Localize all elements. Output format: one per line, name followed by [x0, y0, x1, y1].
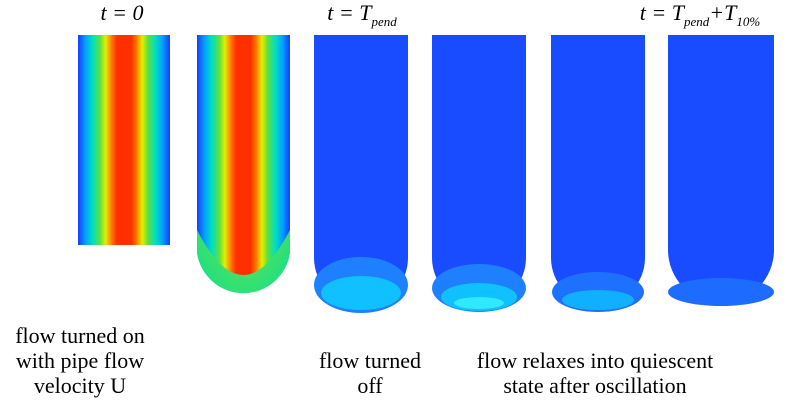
time-label: t = Tpend [327, 0, 397, 29]
caption-line: flow turned [319, 348, 421, 373]
panel-2 [197, 35, 290, 294]
caption-line: flow relaxes into quiescent [477, 348, 713, 373]
caption-line: flow turned on [15, 323, 145, 348]
label-text: +T [709, 0, 738, 25]
time-label: t = 0 [101, 0, 144, 25]
label-text: t = 0 [101, 0, 144, 25]
caption: flow relaxes into quiescent state after o… [477, 348, 713, 398]
label-text: t = T [327, 0, 373, 25]
time-label: t = Tpend+T10% [640, 0, 761, 29]
caption: flow turned on with pipe flow velocity U [15, 323, 145, 398]
panel-1 [78, 35, 170, 245]
label-text: t = T [640, 0, 686, 25]
panel-6 [668, 35, 774, 306]
caption: flow turned off [319, 348, 421, 398]
caption-line: off [357, 373, 383, 398]
label-subscript: pend [370, 14, 397, 29]
panel-3 [314, 35, 408, 313]
caption-line: velocity U [34, 373, 126, 398]
caption-line: with pipe flow [16, 348, 144, 373]
label-subscript: pend [683, 14, 710, 29]
caption-line: state after oscillation [503, 373, 686, 398]
label-subscript: 10% [736, 14, 760, 29]
panel-4 [432, 35, 526, 312]
panel-5 [551, 35, 645, 312]
